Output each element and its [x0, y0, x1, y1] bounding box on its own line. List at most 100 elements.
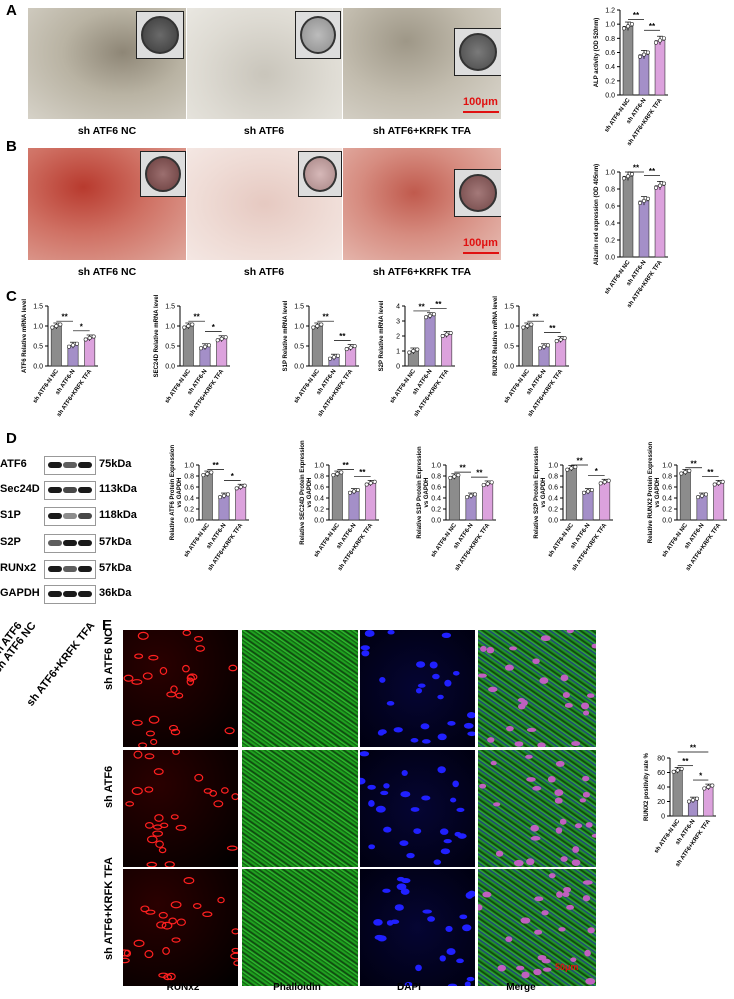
nucleus — [467, 890, 475, 898]
data-point — [671, 769, 676, 774]
nuclei-layer — [360, 630, 475, 744]
bar-2 — [654, 185, 666, 258]
data-point — [683, 470, 688, 475]
nucleus — [224, 727, 235, 735]
nucleus — [559, 818, 567, 825]
data-point — [695, 495, 700, 500]
nucleus — [387, 630, 395, 635]
sig-label: ** — [649, 167, 656, 176]
x-tick-label: sh ATF6-N NC — [313, 522, 341, 558]
nucleus — [421, 795, 431, 801]
nucleus — [541, 958, 551, 964]
data-point — [645, 196, 650, 201]
y-tick-label: 0.8 — [605, 36, 615, 43]
blot-label-gapdh: GAPDH — [0, 587, 40, 599]
bar-0 — [622, 175, 634, 258]
nucleus — [203, 788, 213, 794]
chart-body: 0.0 0.2 0.4 0.6 0.8 1.0 1.2 ALP activity (OD 52… — [594, 8, 668, 147]
y-tick-label: 40 — [657, 785, 665, 792]
y-tick-label: 4 — [396, 304, 400, 311]
nucleus — [194, 773, 204, 782]
if-row-label-krfk: sh ATF6+KRFK TFA — [103, 857, 115, 960]
data-point — [573, 464, 578, 469]
x-tick-label: sh ATF6-N NC — [661, 522, 689, 558]
sig-label: ** — [323, 313, 330, 322]
y-tick-label: 0.0 — [605, 255, 615, 262]
nucleus — [564, 703, 573, 708]
data-point — [562, 336, 567, 341]
sig-label: ** — [339, 332, 346, 341]
if-row-label-nc: sh ATF6 NC — [103, 628, 115, 690]
nucleus — [161, 921, 173, 930]
x-tick-label: sh ATF6-N NC — [183, 522, 211, 558]
nucleus — [186, 674, 195, 682]
nucleus — [168, 724, 178, 732]
y-tick-label: 0.5 — [33, 344, 43, 351]
nucleus — [571, 859, 581, 866]
nucleus — [137, 631, 149, 640]
data-point — [223, 335, 228, 340]
nucleus — [582, 775, 590, 782]
data-point — [311, 325, 316, 330]
if-image-runx2-row1 — [123, 630, 238, 747]
data-point — [694, 796, 699, 801]
if-image-dapi-row2 — [360, 750, 475, 867]
nucleus — [361, 650, 370, 657]
nucleus — [377, 935, 387, 942]
y-tick-label: 0.6 — [662, 485, 672, 492]
blot-label-runx2: RUNx2 — [0, 562, 37, 574]
bar-2 — [235, 486, 247, 521]
blot-size-gapdh: 36kDa — [99, 587, 132, 599]
data-point — [368, 481, 373, 486]
nucleus — [145, 730, 155, 737]
data-point — [315, 323, 320, 328]
bar-2 — [84, 337, 96, 367]
data-point — [372, 479, 377, 484]
y-axis-label: Relative ATF6 Protein Expressionvs GAPDH — [170, 444, 183, 540]
data-point — [423, 315, 428, 320]
nucleus — [364, 630, 375, 637]
data-point — [335, 471, 340, 476]
sig-label: ** — [533, 313, 540, 322]
nucleus — [509, 646, 518, 651]
nucleus — [226, 845, 238, 851]
y-label-line: vs GAPDH — [655, 477, 661, 507]
nucleus — [367, 784, 376, 790]
x-tick-label: sh ATF6-N NC — [604, 259, 632, 295]
nucleus — [487, 737, 495, 743]
nuclei-layer — [373, 876, 475, 986]
data-point — [198, 346, 203, 351]
nucleus — [410, 738, 419, 743]
nucleus — [506, 725, 514, 732]
nucleus — [439, 828, 449, 835]
nucleus — [422, 909, 433, 914]
nuclei-layer — [478, 873, 596, 985]
y-label-line: Relative S2P Protein Expression — [534, 446, 540, 539]
bar-0 — [182, 325, 194, 367]
nucleus — [144, 786, 154, 793]
blot-label-sec24d: Sec24D — [0, 483, 40, 495]
nucleus — [441, 632, 452, 638]
blot-label-s2p: S2P — [0, 536, 21, 548]
nucleus — [152, 830, 164, 837]
alizarin-micrograph-sh — [187, 148, 342, 260]
data-point — [234, 486, 239, 491]
sig-label: ** — [194, 313, 201, 322]
blot-lane-krfk: sh ATF6+KRFK TFA — [24, 620, 98, 709]
nucleus — [146, 835, 158, 844]
data-point — [54, 323, 59, 328]
data-point — [186, 323, 191, 328]
nucleus — [156, 921, 167, 929]
bar-0 — [672, 770, 683, 817]
chart-body: 0.0 0.5 1.0 1.5 ATF6 Relative mRNA level sh A… — [22, 299, 98, 418]
data-point — [661, 181, 666, 186]
data-point — [347, 490, 352, 495]
nucleus — [582, 895, 591, 902]
data-point — [606, 478, 611, 483]
nucleus — [125, 801, 135, 807]
nucleus — [228, 664, 238, 672]
y-tick-label: 1.0 — [504, 324, 514, 331]
nucleus — [452, 780, 459, 788]
blot-size-s1p: 118kDa — [99, 509, 137, 521]
